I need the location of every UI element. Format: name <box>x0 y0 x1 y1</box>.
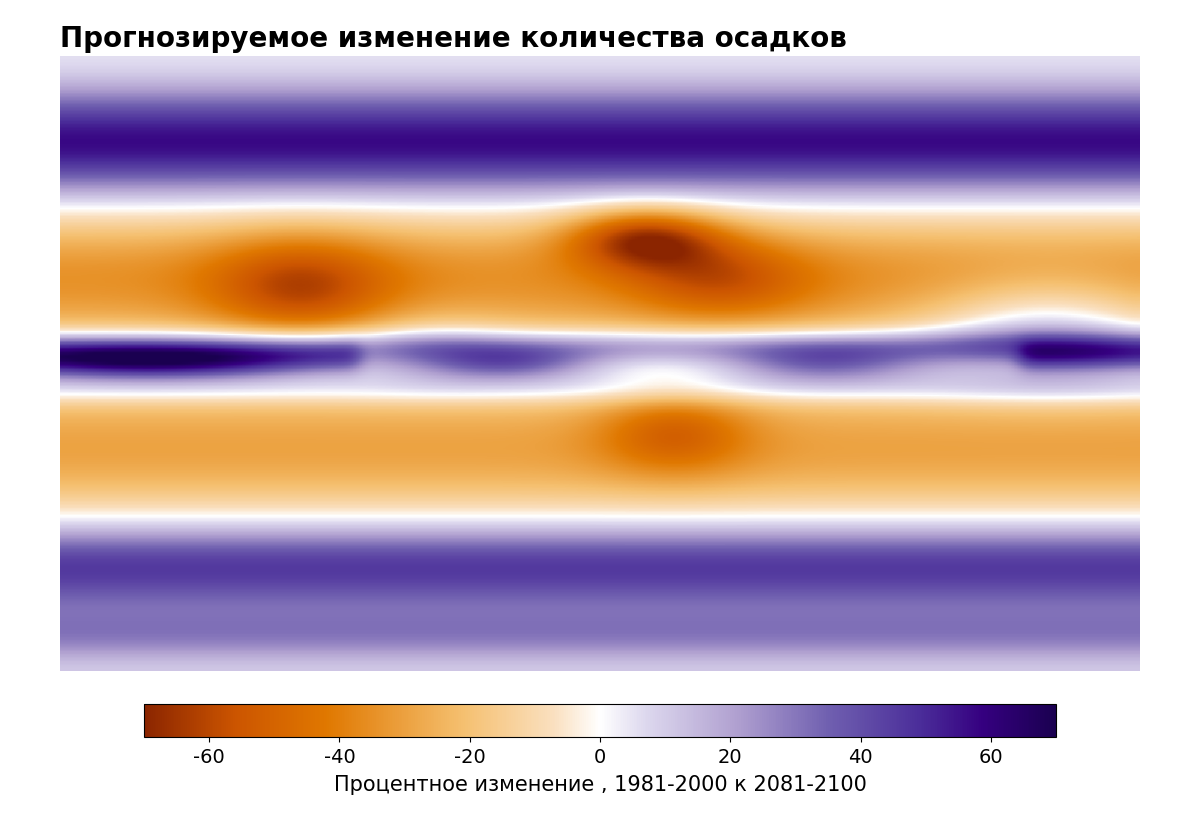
Text: Прогнозируемое изменение количества осадков: Прогнозируемое изменение количества осад… <box>60 25 847 52</box>
Text: Процентное изменение , 1981-2000 к 2081-2100: Процентное изменение , 1981-2000 к 2081-… <box>334 775 866 794</box>
